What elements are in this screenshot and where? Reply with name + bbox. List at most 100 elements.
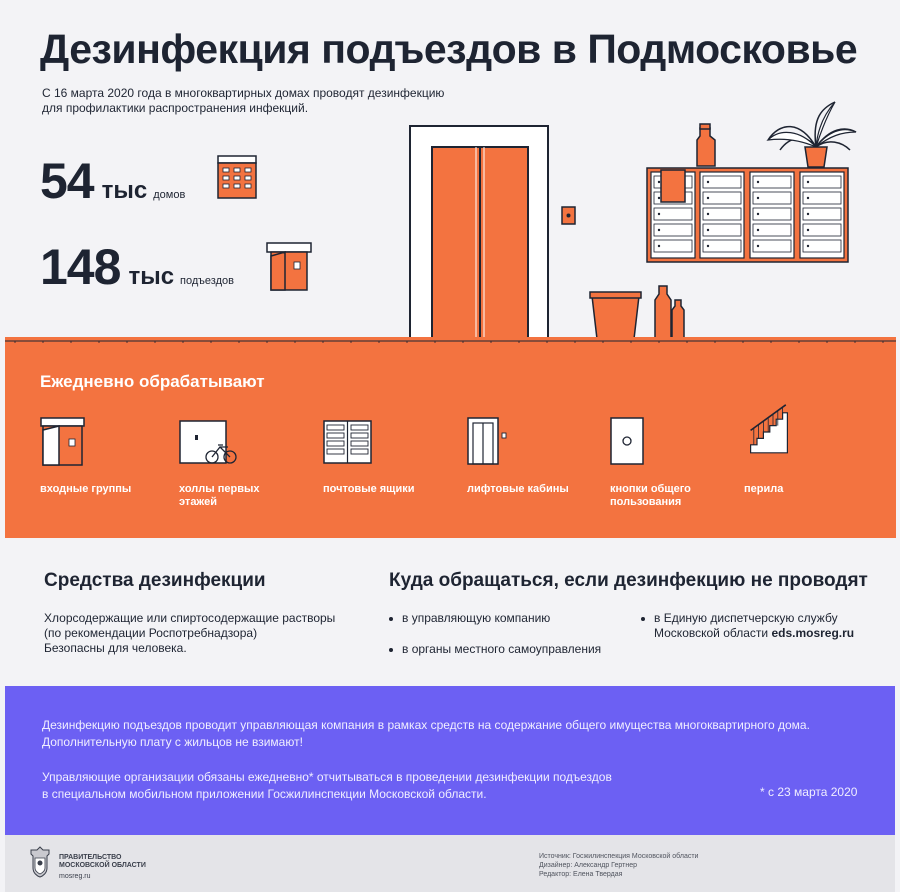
contact-item-line-1: в Единую диспетчерскую службу: [654, 611, 838, 625]
mailbox-lock: [657, 212, 661, 216]
mailbox-slot: [752, 191, 792, 205]
mailboxes-illustration: [646, 101, 857, 263]
mailbox-lock: [706, 180, 710, 184]
coat-of-arms-icon: [30, 846, 50, 878]
daily-item-label-line-1: входные группы: [40, 483, 132, 495]
mailbox-lock: [756, 196, 760, 200]
stat-houses-number: 54: [40, 153, 95, 209]
mailbox-lock: [657, 228, 661, 232]
stair-railing-icon: [750, 404, 788, 454]
daily-item-label-line-1: лифтовые кабины: [467, 483, 569, 495]
daily-item-halls: холлы первых этажей: [179, 414, 319, 508]
contacts-title: Куда обращаться, если дезинфекцию не про…: [389, 570, 868, 591]
daily-item-label-line-2: пользования: [610, 496, 682, 508]
mailbox-column: [749, 171, 795, 259]
mosreg-link[interactable]: mosreg.ru: [59, 873, 91, 880]
daily-item-label-line-1: кнопки общего: [610, 483, 691, 495]
notice-paragraph-2: Управляющие организации обязаны ежедневн…: [42, 769, 612, 803]
mailbox-slot: [653, 239, 693, 253]
daily-item-label-line-1: почтовые ящики: [323, 483, 415, 495]
mailbox-slot: [702, 239, 742, 253]
elevator-illustration: [409, 125, 576, 341]
mailbox-lock: [657, 244, 661, 248]
mailbox-slot: [653, 175, 693, 189]
mailbox-lock: [706, 212, 710, 216]
credit-designer: Дизайнер: Александр Гертнер: [539, 862, 637, 869]
stat-entrances: 148 тыс подъездов: [40, 238, 234, 296]
daily-item-label: кнопки общего пользования: [610, 483, 740, 509]
mailbox-slot: [802, 239, 842, 253]
elevator-icon: [467, 417, 507, 465]
contact-item-management: в управляющую компанию: [389, 611, 550, 626]
notice-p2-line-1: Управляющие организации обязаны ежедневн…: [42, 770, 612, 784]
daily-treatment-section: [5, 343, 896, 538]
notice-p2-line-2: в специальном мобильном приложении Госжи…: [42, 787, 487, 801]
mailbox-column: [650, 171, 696, 259]
subtitle-line-1: С 16 марта 2020 года в многоквартирных д…: [42, 86, 445, 100]
mailbox-slot: [702, 191, 742, 205]
daily-treatment-title: Ежедневно обрабатывают: [40, 372, 265, 391]
ground-floor-hall-icon: [179, 420, 237, 464]
daily-item-buttons: кнопки общего пользования: [610, 414, 750, 508]
mailbox-slot: [752, 207, 792, 221]
contact-region: Московской области: [654, 626, 769, 640]
contact-item-line-2: Московской области eds.mosreg.ru: [654, 626, 854, 641]
daily-item-label-line-1: холлы первых: [179, 483, 260, 495]
disinfectants-line-1: Хлорсодержащие или спиртосодержащие раст…: [44, 611, 336, 625]
mailboxes-icon: [323, 420, 372, 464]
disinfectants-title: Средства дезинфекции: [44, 570, 266, 591]
mailbox-slot: [752, 223, 792, 237]
stat-entrances-number: 148: [40, 239, 121, 295]
mailbox-slot: [653, 207, 693, 221]
mailbox-lock: [756, 180, 760, 184]
mailbox-lock: [806, 228, 810, 232]
apartment-building-icon: [217, 155, 257, 199]
stat-houses-unit: тыс: [101, 177, 148, 204]
notice-p1-line-2: Дополнительную плату с жильцов не взимаю…: [42, 735, 303, 749]
contact-item-text: в органы местного самоуправления: [402, 642, 602, 656]
credit-editor: Редактор: Елена Твердая: [539, 871, 623, 878]
daily-item-label: почтовые ящики: [323, 483, 453, 496]
mailbox-lock: [806, 196, 810, 200]
daily-item-mailboxes: почтовые ящики: [323, 414, 463, 495]
daily-item-railings: перила: [744, 400, 884, 495]
daily-item-entrance-groups: входные группы: [40, 414, 180, 495]
subtitle-line-2: для профилактики распространения инфекци…: [42, 101, 309, 115]
mailbox-slot: [802, 175, 842, 189]
mailbox-lock: [756, 212, 760, 216]
mailbox-lock: [756, 244, 760, 248]
notice-p1-line-1: Дезинфекцию подъездов проводит управляющ…: [42, 718, 810, 732]
disinfectants-text: Хлорсодержащие или спиртосодержащие раст…: [44, 611, 335, 641]
entrance-group-icon: [40, 417, 85, 466]
stat-houses-word: домов: [153, 189, 186, 201]
credit-source: Источник: Госжилинспекция Московской обл…: [539, 853, 699, 860]
mailbox-column: [799, 171, 845, 259]
daily-item-label-line-2: этажей: [179, 496, 217, 508]
entrance-door-icon: [266, 242, 312, 291]
mailbox-slot: [702, 175, 742, 189]
daily-item-label: холлы первых этажей: [179, 483, 309, 509]
eds-link[interactable]: eds.mosreg.ru: [771, 626, 855, 640]
daily-item-label-line-1: перила: [744, 483, 784, 495]
mailbox-slot: [752, 175, 792, 189]
government-logo-text: ПРАВИТЕЛЬСТВО МОСКОВСКОЙ ОБЛАСТИ mosreg.…: [59, 854, 146, 881]
bucket-and-bottles-illustration: [589, 285, 685, 340]
mailbox-slot: [752, 239, 792, 253]
mailbox-slot: [702, 223, 742, 237]
notice-footnote: * с 23 марта 2020: [760, 785, 858, 799]
button-panel-icon: [610, 417, 644, 465]
mailbox-column: [699, 171, 745, 259]
mailbox-slot: [802, 207, 842, 221]
credits: Источник: Госжилинспекция Московской обл…: [539, 852, 698, 879]
disinfectants-line-2: (по рекомендации Роспотребнадзора): [44, 626, 258, 640]
stat-entrances-unit: тыс: [128, 263, 175, 290]
gov-line-2: МОСКОВСКОЙ ОБЛАСТИ: [59, 862, 146, 869]
mailbox-lock: [806, 180, 810, 184]
mailbox-lock: [706, 244, 710, 248]
daily-item-label: лифтовые кабины: [467, 483, 597, 496]
mailbox-lock: [806, 212, 810, 216]
page-title: Дезинфекция подъездов в Подмосковье: [40, 26, 858, 72]
daily-item-label: перила: [744, 483, 874, 496]
stat-houses: 54 тыс домов: [40, 152, 185, 210]
